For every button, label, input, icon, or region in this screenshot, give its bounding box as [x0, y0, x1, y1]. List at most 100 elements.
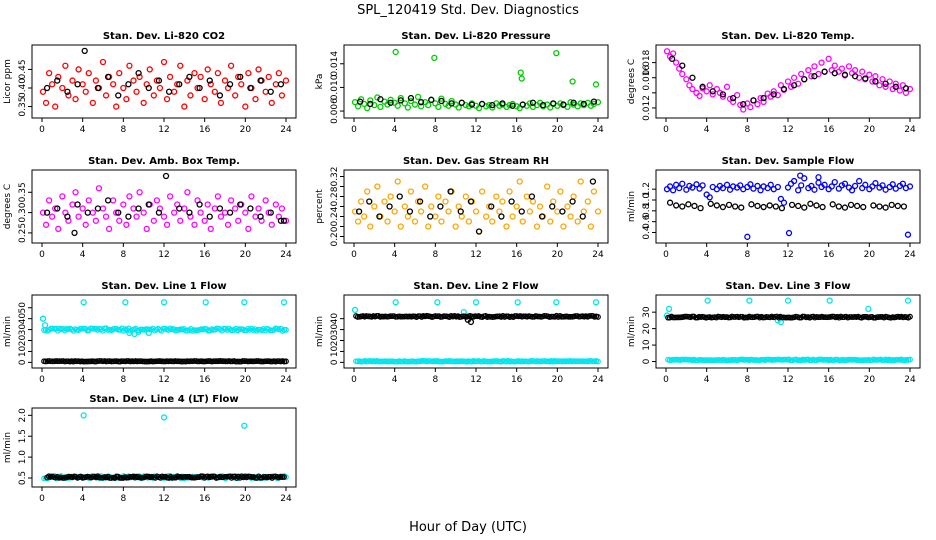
x-tick-label: 8: [432, 125, 438, 135]
x-tick-label: 0: [663, 125, 669, 135]
data-point: [122, 299, 129, 306]
data-point: [145, 201, 152, 208]
x-tick-label: 0: [351, 125, 357, 135]
data-point: [194, 84, 201, 92]
data-point: [869, 78, 876, 85]
data-point: [780, 85, 788, 93]
x-tick-label: 20: [240, 494, 252, 504]
data-point: [217, 213, 225, 220]
data-point: [162, 172, 170, 180]
data-point: [478, 100, 486, 108]
data-point: [766, 202, 773, 209]
data-point: [818, 59, 825, 66]
y-tick-label: 0.20: [330, 226, 340, 246]
x-tick-label: 20: [552, 125, 564, 135]
y-tick-label: 0.24: [330, 206, 340, 226]
x-tick-label: 0: [39, 250, 45, 260]
data-point: [226, 81, 234, 88]
data-point: [907, 356, 913, 363]
data-point: [191, 69, 198, 77]
data-point: [235, 73, 242, 81]
panel-6: Stan. Dev. Sample Flow ml/min 0 4 8 12 16 20 24 0…: [627, 156, 921, 260]
data-point: [533, 223, 541, 230]
data-point: [163, 221, 171, 228]
data-point: [676, 65, 683, 72]
data-point: [906, 85, 914, 93]
data-point: [693, 89, 700, 96]
data-point: [835, 203, 842, 210]
data-point: [394, 178, 401, 185]
data-point: [848, 70, 856, 77]
y-axis-label: percent: [315, 189, 325, 224]
data-point: [828, 183, 835, 190]
data-point: [252, 95, 259, 103]
data-point: [196, 84, 203, 92]
data-point: [204, 66, 211, 73]
data-point: [719, 93, 727, 100]
data-point: [130, 77, 137, 84]
data-point: [592, 299, 600, 306]
data-point: [391, 208, 398, 215]
data-point: [516, 104, 523, 112]
data-point: [381, 198, 388, 205]
panel-8: Stan. Dev. Line 2 Flow ml/min 0 4 8 12 16 20 24 0…: [315, 281, 609, 385]
data-point: [595, 314, 601, 320]
data-point: [734, 91, 741, 99]
data-point: [361, 213, 368, 220]
series-2: [665, 313, 913, 321]
data-point: [41, 322, 49, 329]
data-point: [713, 202, 720, 209]
data-point: [693, 181, 700, 188]
data-point: [757, 187, 764, 194]
data-point: [392, 299, 399, 306]
data-point: [841, 71, 849, 78]
x-tick-label: 24: [280, 375, 292, 385]
data-point: [506, 101, 513, 109]
data-point: [569, 78, 576, 85]
series-2: [666, 199, 908, 212]
data-point: [519, 101, 526, 108]
data-point: [808, 182, 815, 190]
data-point: [448, 100, 455, 107]
data-point: [493, 193, 500, 200]
y-tick-label: 0.6: [642, 214, 652, 229]
data-point: [740, 106, 747, 113]
data-point: [156, 84, 164, 92]
x-tick-label: 16: [511, 125, 523, 135]
data-point: [590, 188, 598, 195]
data-point: [204, 201, 211, 208]
data-point: [486, 203, 493, 210]
data-point: [39, 88, 47, 95]
data-point: [592, 81, 600, 88]
data-point: [197, 209, 204, 216]
plot-frame: [343, 294, 609, 369]
data-point: [892, 80, 899, 87]
data-point: [354, 218, 362, 225]
data-point: [900, 203, 908, 210]
data-point: [432, 213, 439, 220]
y-tick-label: 0.014: [330, 51, 340, 77]
data-point: [84, 209, 91, 216]
data-point: [82, 88, 89, 95]
x-tick-label: 12: [158, 125, 169, 135]
x-tick-label: 4: [80, 494, 86, 504]
data-point: [679, 203, 686, 210]
data-point: [94, 84, 102, 92]
data-point: [904, 297, 912, 304]
data-point: [351, 208, 359, 215]
data-point: [181, 103, 188, 110]
data-point: [904, 231, 912, 238]
data-point: [258, 217, 265, 224]
data-point: [760, 98, 767, 106]
data-point: [422, 183, 429, 190]
data-point: [529, 198, 537, 205]
data-point: [589, 178, 597, 185]
data-point: [709, 91, 716, 98]
x-tick-label: 20: [552, 375, 564, 385]
y-axis-label: ml/min: [627, 191, 637, 222]
data-point: [795, 202, 802, 210]
data-point: [113, 103, 120, 110]
data-point: [140, 209, 147, 216]
data-point: [272, 201, 279, 208]
data-point: [468, 101, 476, 108]
